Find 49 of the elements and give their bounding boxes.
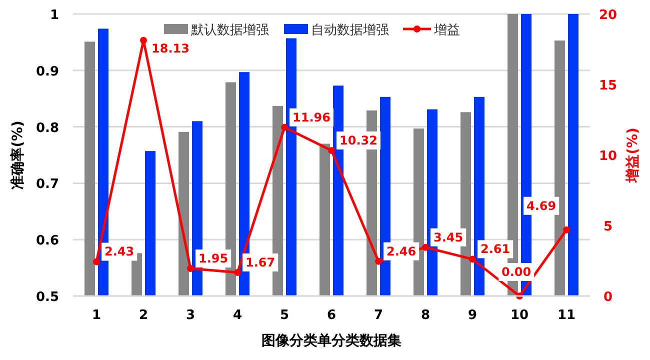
point xyxy=(234,268,241,276)
data-label: 2.61 xyxy=(480,242,510,256)
y2-tick-label: 0 xyxy=(603,290,613,305)
x-tick-label: 6 xyxy=(326,308,336,323)
x-tick-label: 8 xyxy=(420,308,430,323)
point xyxy=(281,124,288,131)
x-tick-label: 7 xyxy=(374,308,384,323)
legend-label: 增益 xyxy=(433,23,460,38)
point xyxy=(328,146,335,154)
data-label: 2.46 xyxy=(386,244,416,258)
y2-axis-title: 增益(%) xyxy=(625,128,641,184)
x-tick-label: 3 xyxy=(186,308,196,323)
y-tick-label: 0.7 xyxy=(36,177,59,192)
legend-label: 默认数据增强 xyxy=(190,23,269,38)
data-label: 18.13 xyxy=(152,41,190,56)
y2-tick-label: 15 xyxy=(598,78,618,94)
x-tick-label: 1 xyxy=(92,308,102,323)
y-tick-label: 0.9 xyxy=(36,64,59,80)
y-tick-label: 0.5 xyxy=(36,290,59,305)
y-tick-label: 1 xyxy=(50,8,59,23)
data-label: 4.69 xyxy=(526,198,556,213)
x-tick-label: 11 xyxy=(557,308,576,323)
data-label: 10.32 xyxy=(340,133,378,148)
x-axis-title: 图像分类单分类数据集 xyxy=(262,333,402,349)
y2-tick-label: 5 xyxy=(603,220,613,234)
data-label: 0.00 xyxy=(502,265,532,279)
point xyxy=(563,226,570,234)
point xyxy=(93,258,100,266)
point xyxy=(422,244,429,251)
y2-tick-label: 20 xyxy=(598,8,618,23)
data-label: 3.45 xyxy=(434,230,464,244)
point xyxy=(187,265,194,272)
y-tick-label: 0.8 xyxy=(36,120,59,136)
x-tick-label: 2 xyxy=(138,308,148,323)
y-tick-label: 0.6 xyxy=(36,234,59,249)
point xyxy=(140,36,147,44)
y2-tick-label: 10 xyxy=(598,149,618,164)
data-label: 11.96 xyxy=(292,110,330,124)
point xyxy=(375,258,382,265)
x-tick-label: 5 xyxy=(280,308,290,323)
x-tick-label: 4 xyxy=(232,308,242,323)
data-label: 1.67 xyxy=(246,255,276,270)
x-tick-label: 9 xyxy=(468,308,478,323)
point xyxy=(469,256,476,263)
x-tick-label: 10 xyxy=(510,308,529,323)
y-axis-title: 准确率(%) xyxy=(9,120,26,190)
data-label: 1.95 xyxy=(198,252,228,266)
legend-label: 自动数据增强 xyxy=(311,23,389,38)
data-label: 2.43 xyxy=(104,244,134,259)
